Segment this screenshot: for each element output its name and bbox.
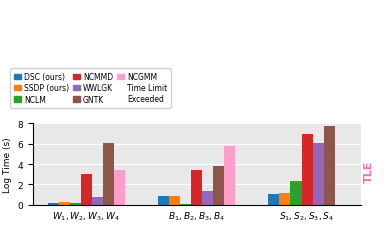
Y-axis label: Log Time (s): Log Time (s) — [3, 137, 12, 192]
Legend: DSC (ours), SSDP (ours), NCLM, NCMMD, WWLGK, GNTK, NCGMM, Time Limit
Exceeded: DSC (ours), SSDP (ours), NCLM, NCMMD, WW… — [10, 69, 171, 108]
Bar — [92, 197, 103, 205]
Bar — [213, 166, 224, 205]
Bar — [301, 134, 313, 205]
Bar — [280, 193, 290, 205]
Bar — [59, 202, 70, 205]
Bar — [290, 181, 301, 205]
Bar — [70, 203, 81, 205]
Bar — [202, 191, 213, 205]
Text: TLE: TLE — [364, 160, 374, 182]
Bar — [224, 146, 235, 205]
Bar — [191, 170, 202, 205]
Bar — [324, 126, 334, 205]
Bar — [268, 194, 280, 205]
Bar — [48, 203, 59, 205]
Bar — [180, 204, 191, 205]
Bar — [114, 170, 125, 205]
Bar — [169, 196, 180, 205]
Bar — [313, 144, 324, 205]
Bar — [81, 174, 92, 205]
Bar — [103, 144, 114, 205]
Bar — [158, 197, 169, 205]
